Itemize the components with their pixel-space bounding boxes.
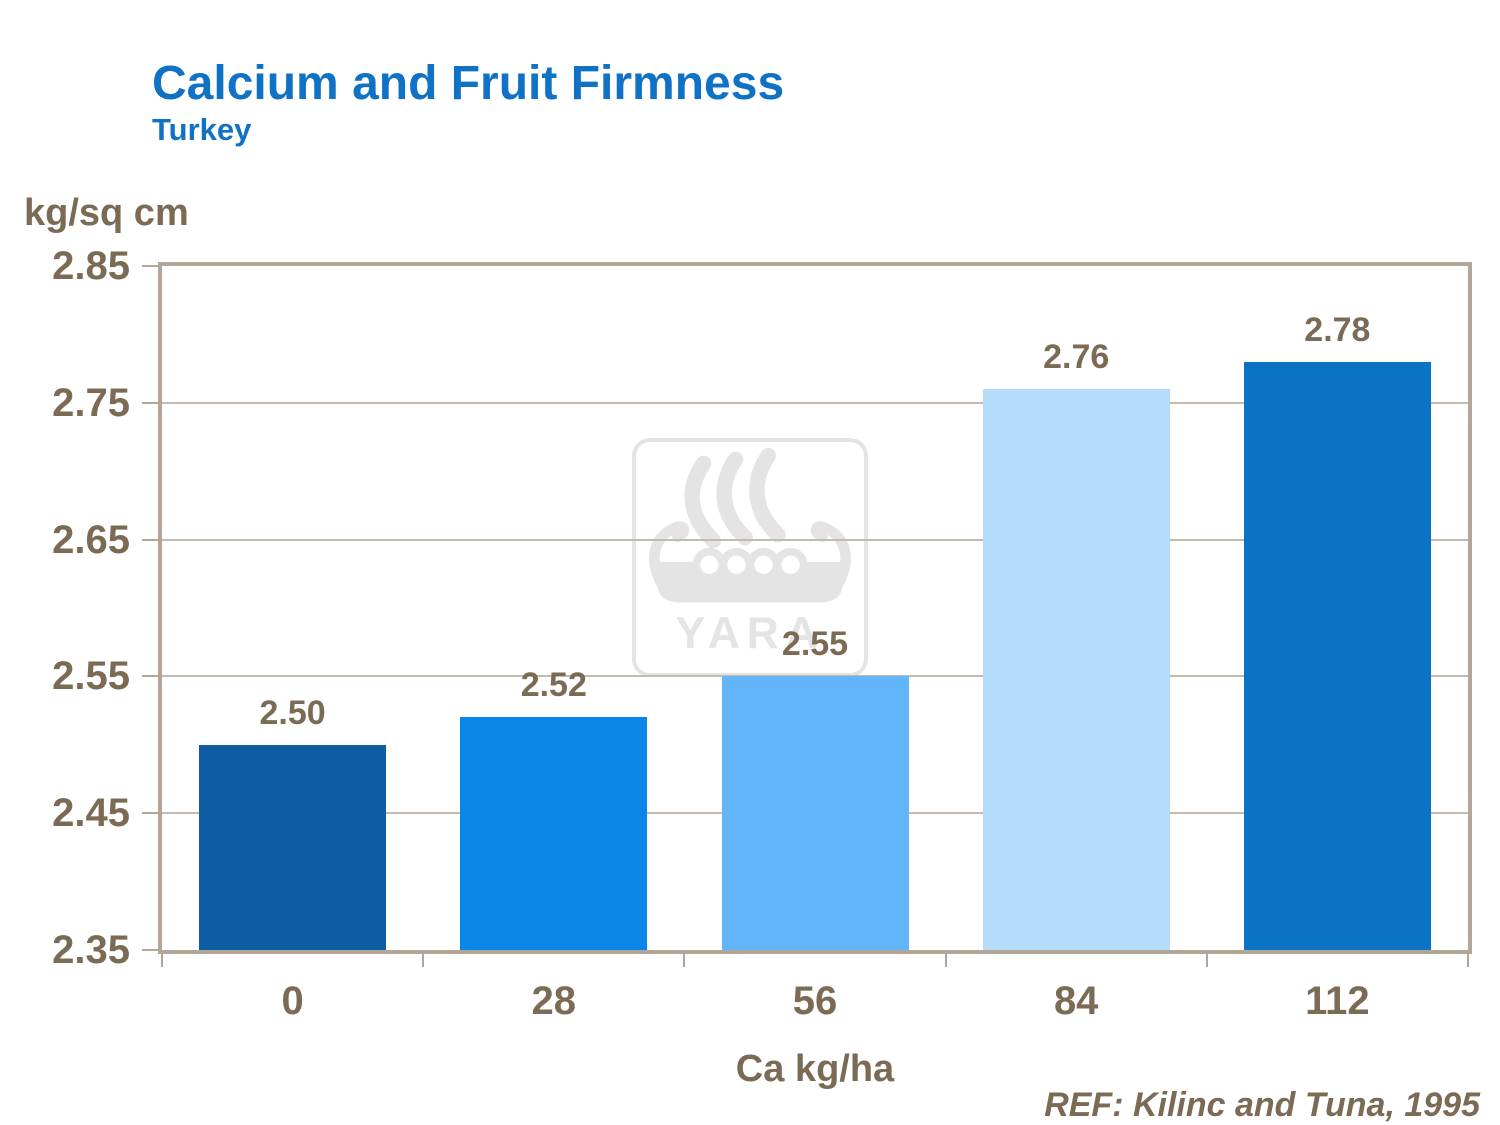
sail-stroke-3 — [749, 447, 786, 543]
reference-text: REF: Kilinc and Tuna, 1995 — [1044, 1086, 1480, 1124]
gridline — [162, 401, 1468, 404]
y-tick-label: 2.65 — [52, 517, 130, 562]
x-axis-tick — [161, 954, 163, 967]
y-axis-tick — [142, 401, 162, 404]
y-axis-tick — [142, 538, 162, 541]
x-axis-title: Ca kg/ha — [735, 1048, 895, 1090]
x-axis-tick — [1206, 954, 1208, 967]
bar-28 — [460, 717, 648, 950]
watermark-label: YARA — [676, 609, 825, 658]
gridline — [162, 538, 1468, 541]
y-tick-label: 2.75 — [52, 380, 130, 425]
x-axis-tick — [945, 954, 947, 967]
yara-watermark: YARA — [632, 438, 868, 677]
y-tick-label: 2.55 — [52, 654, 130, 699]
y-axis-tick — [142, 949, 162, 951]
y-tick-label: 2.85 — [52, 244, 130, 288]
bar-0 — [199, 744, 387, 950]
bar-value-label: 2.50 — [259, 693, 326, 732]
ship-stern — [810, 521, 851, 595]
ship-prow — [649, 521, 690, 595]
y-tick-label: 2.45 — [52, 791, 130, 836]
bar-84 — [982, 389, 1170, 950]
y-axis-tick — [142, 265, 162, 267]
sail-stroke-2 — [716, 451, 753, 546]
x-axis-tick — [422, 954, 424, 967]
bar-value-label: 2.78 — [1304, 310, 1371, 349]
chart-subtitle: Turkey — [152, 112, 252, 147]
x-tick-label: 0 — [281, 979, 304, 1023]
x-axis-tick — [683, 954, 685, 967]
y-axis-title: kg/sq cm — [24, 192, 189, 234]
x-tick-label: 28 — [531, 979, 577, 1023]
bar-value-label: 2.55 — [781, 625, 849, 664]
ship-shields — [692, 547, 808, 582]
x-axis-tick — [1467, 954, 1469, 967]
y-axis-tick — [142, 675, 162, 678]
viking-ship-logo: YARA — [649, 447, 851, 658]
chart-title: Calcium and Fruit Firmness — [152, 57, 785, 110]
y-axis-tick — [142, 812, 162, 815]
sail-stroke-1 — [684, 455, 722, 549]
bar-value-label: 2.76 — [1043, 338, 1110, 377]
x-tick-label: 84 — [1053, 979, 1099, 1023]
plot-area: 2.50 2.52 2.55 2.76 2.78 — [142, 262, 1472, 967]
bar-value-label: 2.52 — [520, 666, 587, 705]
x-tick-label: 112 — [1305, 979, 1370, 1023]
y-tick-label: 2.35 — [52, 928, 130, 972]
bar-56 — [721, 676, 909, 950]
x-tick-label: 56 — [792, 979, 838, 1023]
bar-112 — [1243, 361, 1431, 950]
